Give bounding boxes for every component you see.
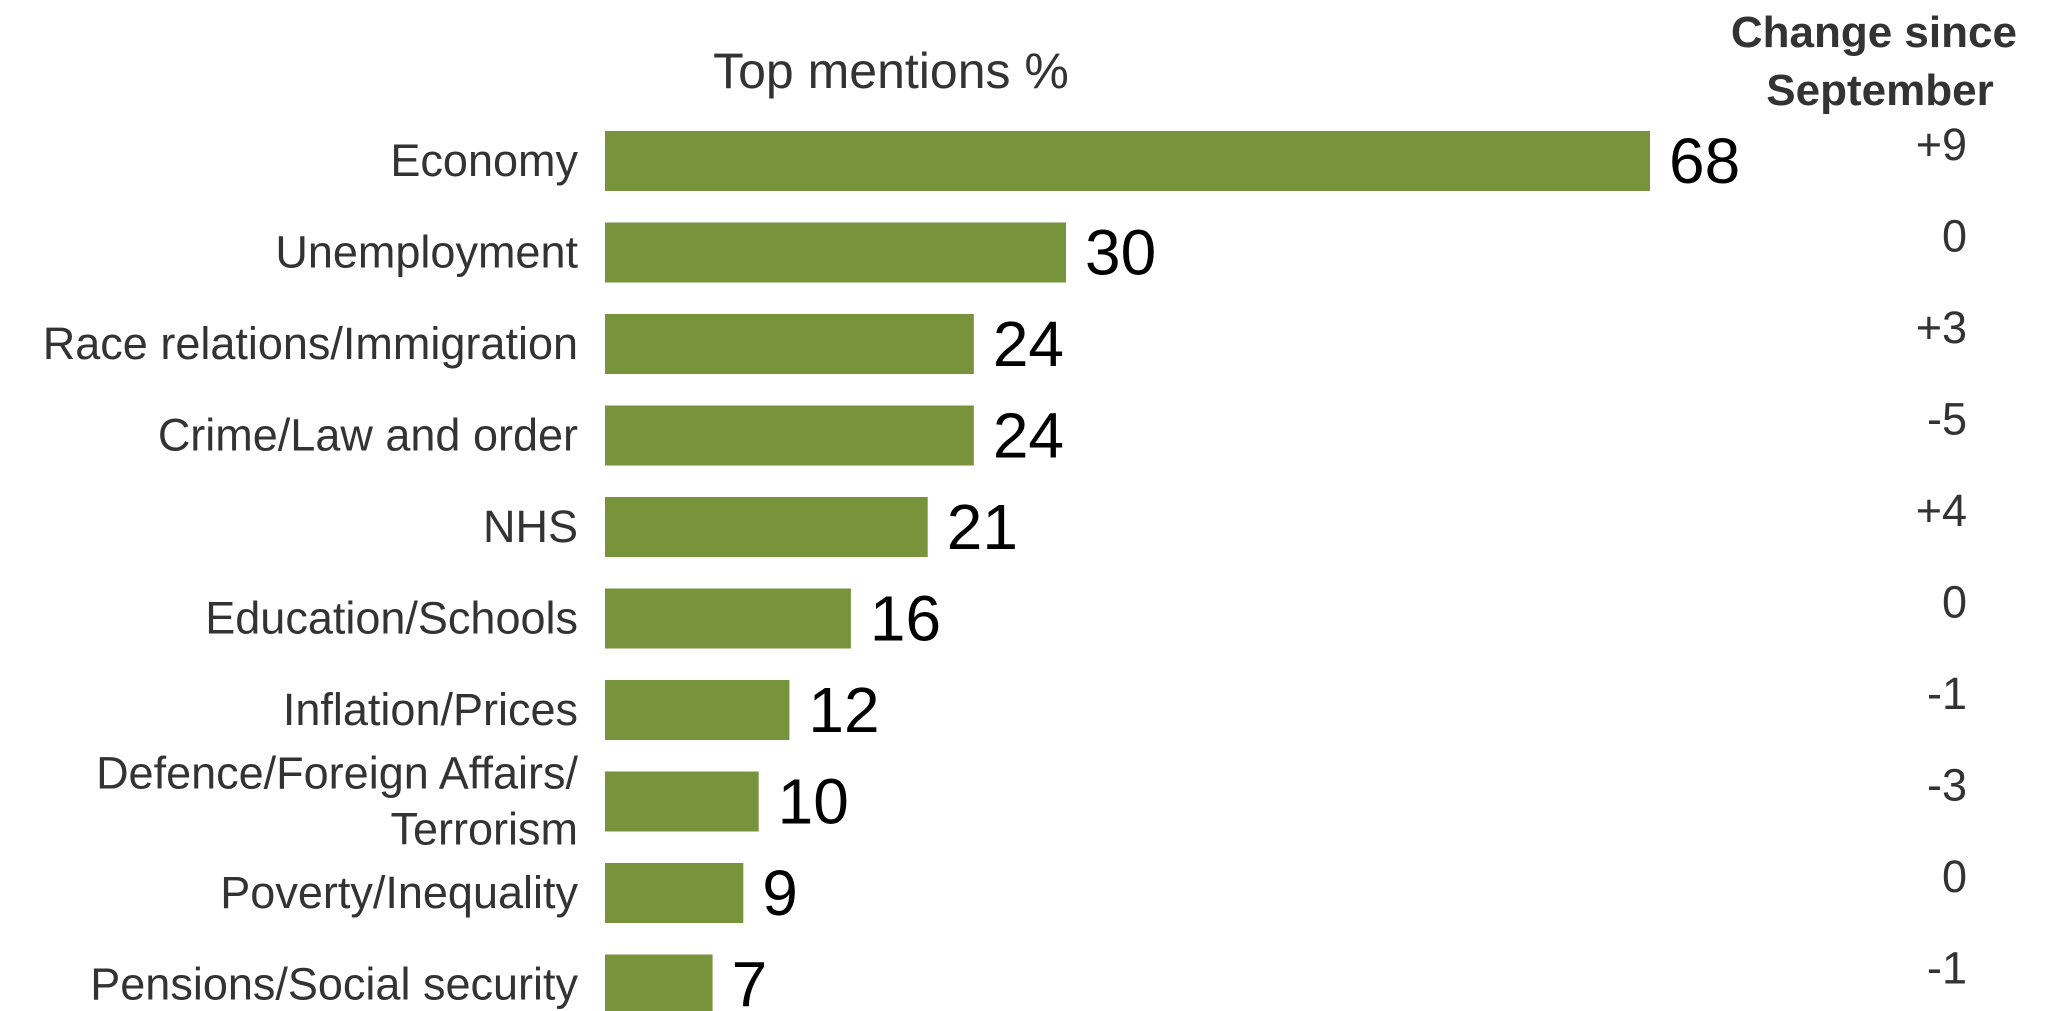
- category-label-line: Crime/Law and order: [158, 410, 578, 461]
- category-label: Inflation/Prices: [283, 684, 578, 735]
- category-label: NHS: [483, 501, 578, 552]
- category-label-line: Inflation/Prices: [283, 684, 578, 735]
- bar: [605, 954, 713, 1011]
- change-header-line-1: Change since: [1731, 8, 2017, 57]
- category-label-line: Defence/Foreign Affairs/: [96, 748, 578, 799]
- category-label-line: Education/Schools: [205, 593, 578, 644]
- bar: [605, 588, 851, 649]
- bar: [605, 771, 759, 832]
- category-label-line: Race relations/Immigration: [43, 318, 578, 369]
- change-value: -1: [1927, 668, 1967, 719]
- category-label-line: Pensions/Social security: [90, 959, 578, 1010]
- value-label: 16: [870, 583, 941, 655]
- category-label: Defence/Foreign Affairs/Terrorism: [96, 748, 578, 855]
- change-value: -3: [1927, 760, 1967, 811]
- change-header: Change since September: [1731, 8, 2029, 115]
- value-label: 10: [778, 766, 849, 838]
- value-label: 21: [947, 491, 1018, 563]
- bar: [605, 863, 744, 923]
- category-label: Education/Schools: [205, 593, 578, 644]
- plot-area: 68 Economy +9 30 Unemployment 0 24 Race relatio…: [43, 119, 1967, 1011]
- value-label: 7: [732, 949, 768, 1011]
- change-value: 0: [1942, 851, 1967, 902]
- category-label: Poverty/Inequality: [220, 867, 578, 918]
- bar: [605, 222, 1067, 283]
- change-header-line-2: September: [1766, 66, 1993, 115]
- bar: [605, 497, 928, 557]
- category-label: Unemployment: [275, 227, 578, 278]
- category-label-line: Poverty/Inequality: [220, 867, 578, 918]
- category-label-line: Economy: [390, 135, 578, 186]
- change-value: +4: [1916, 485, 1967, 536]
- change-value: +9: [1916, 119, 1967, 170]
- change-value: -1: [1927, 943, 1967, 994]
- category-label-line: NHS: [483, 501, 578, 552]
- value-label: 12: [808, 674, 879, 746]
- bar: [605, 314, 974, 374]
- bar: [605, 405, 974, 466]
- value-label: 68: [1669, 125, 1740, 197]
- value-label: 24: [993, 400, 1064, 472]
- change-value: 0: [1942, 211, 1967, 262]
- change-value: -5: [1927, 394, 1967, 445]
- category-label: Race relations/Immigration: [43, 318, 578, 369]
- value-label: 9: [762, 857, 798, 929]
- category-label-line: Terrorism: [391, 804, 579, 855]
- value-label: 24: [993, 308, 1064, 380]
- category-label: Crime/Law and order: [158, 410, 578, 461]
- value-label: 30: [1085, 217, 1156, 289]
- category-label: Economy: [390, 135, 578, 186]
- category-label: Pensions/Social security: [90, 959, 578, 1010]
- change-value: +3: [1916, 302, 1967, 353]
- change-value: 0: [1942, 577, 1967, 628]
- bar: [605, 680, 790, 740]
- chart-title: Top mentions %: [713, 43, 1069, 99]
- category-label-line: Unemployment: [275, 227, 578, 278]
- bar: [605, 131, 1650, 191]
